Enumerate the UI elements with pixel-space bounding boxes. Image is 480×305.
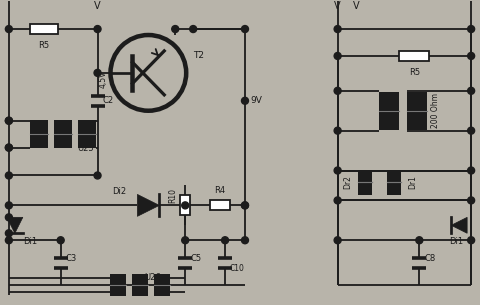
Circle shape bbox=[5, 237, 12, 244]
Circle shape bbox=[182, 202, 189, 209]
Text: 4,5V: 4,5V bbox=[99, 70, 108, 88]
Circle shape bbox=[241, 202, 249, 209]
Text: Di1: Di1 bbox=[449, 237, 463, 246]
Bar bbox=[110, 274, 126, 296]
Circle shape bbox=[222, 237, 228, 244]
Circle shape bbox=[468, 26, 475, 33]
Circle shape bbox=[172, 26, 179, 33]
Text: 9V: 9V bbox=[250, 96, 262, 105]
Circle shape bbox=[468, 167, 475, 174]
Circle shape bbox=[334, 127, 341, 134]
Circle shape bbox=[468, 127, 475, 134]
Circle shape bbox=[241, 26, 249, 33]
Bar bbox=[358, 170, 372, 196]
Circle shape bbox=[241, 97, 249, 104]
Text: Di1: Di1 bbox=[23, 237, 37, 246]
Bar bbox=[155, 274, 170, 296]
Circle shape bbox=[5, 117, 12, 124]
Text: 200 Ohm: 200 Ohm bbox=[431, 93, 440, 128]
Text: C3: C3 bbox=[66, 254, 77, 263]
Circle shape bbox=[57, 237, 64, 244]
Text: V: V bbox=[334, 1, 341, 11]
Text: U25: U25 bbox=[77, 144, 94, 153]
Bar bbox=[408, 92, 427, 130]
Bar bbox=[30, 120, 48, 148]
Bar bbox=[132, 274, 148, 296]
Circle shape bbox=[334, 52, 341, 59]
Text: R10: R10 bbox=[168, 188, 177, 203]
Text: R5: R5 bbox=[38, 41, 49, 50]
Text: Dr1: Dr1 bbox=[408, 175, 418, 189]
Text: C5: C5 bbox=[190, 254, 201, 263]
Circle shape bbox=[5, 214, 12, 221]
Bar bbox=[387, 170, 401, 196]
Text: C2: C2 bbox=[103, 96, 114, 105]
Bar bbox=[30, 24, 58, 34]
Text: T2: T2 bbox=[193, 52, 204, 60]
Polygon shape bbox=[137, 194, 159, 216]
Circle shape bbox=[334, 87, 341, 94]
Text: R4: R4 bbox=[215, 186, 226, 196]
Circle shape bbox=[5, 144, 12, 151]
Circle shape bbox=[334, 197, 341, 204]
Text: Di2: Di2 bbox=[112, 187, 127, 196]
Circle shape bbox=[5, 230, 12, 237]
Text: C10: C10 bbox=[230, 264, 245, 273]
Text: Dr2: Dr2 bbox=[343, 175, 352, 189]
Circle shape bbox=[468, 237, 475, 244]
Bar bbox=[54, 120, 72, 148]
Circle shape bbox=[468, 52, 475, 59]
Circle shape bbox=[5, 202, 12, 209]
Polygon shape bbox=[7, 217, 23, 233]
Circle shape bbox=[94, 70, 101, 76]
Text: R5: R5 bbox=[409, 68, 420, 77]
Circle shape bbox=[468, 87, 475, 94]
Circle shape bbox=[334, 26, 341, 33]
Text: V: V bbox=[353, 1, 360, 11]
Circle shape bbox=[334, 237, 341, 244]
Circle shape bbox=[5, 172, 12, 179]
Circle shape bbox=[416, 237, 423, 244]
Circle shape bbox=[468, 197, 475, 204]
Circle shape bbox=[182, 237, 189, 244]
Circle shape bbox=[241, 202, 249, 209]
Bar bbox=[380, 92, 399, 130]
Circle shape bbox=[241, 237, 249, 244]
Polygon shape bbox=[451, 217, 467, 233]
Circle shape bbox=[334, 167, 341, 174]
Bar bbox=[399, 51, 429, 61]
Circle shape bbox=[5, 144, 12, 151]
Bar bbox=[78, 120, 96, 148]
Text: U26: U26 bbox=[144, 273, 161, 282]
Circle shape bbox=[94, 26, 101, 33]
Circle shape bbox=[94, 172, 101, 179]
Text: V: V bbox=[94, 1, 101, 11]
Text: C8: C8 bbox=[424, 254, 435, 263]
Circle shape bbox=[190, 26, 197, 33]
Circle shape bbox=[5, 117, 12, 124]
Bar bbox=[180, 196, 190, 215]
Bar bbox=[210, 200, 230, 210]
Circle shape bbox=[5, 26, 12, 33]
